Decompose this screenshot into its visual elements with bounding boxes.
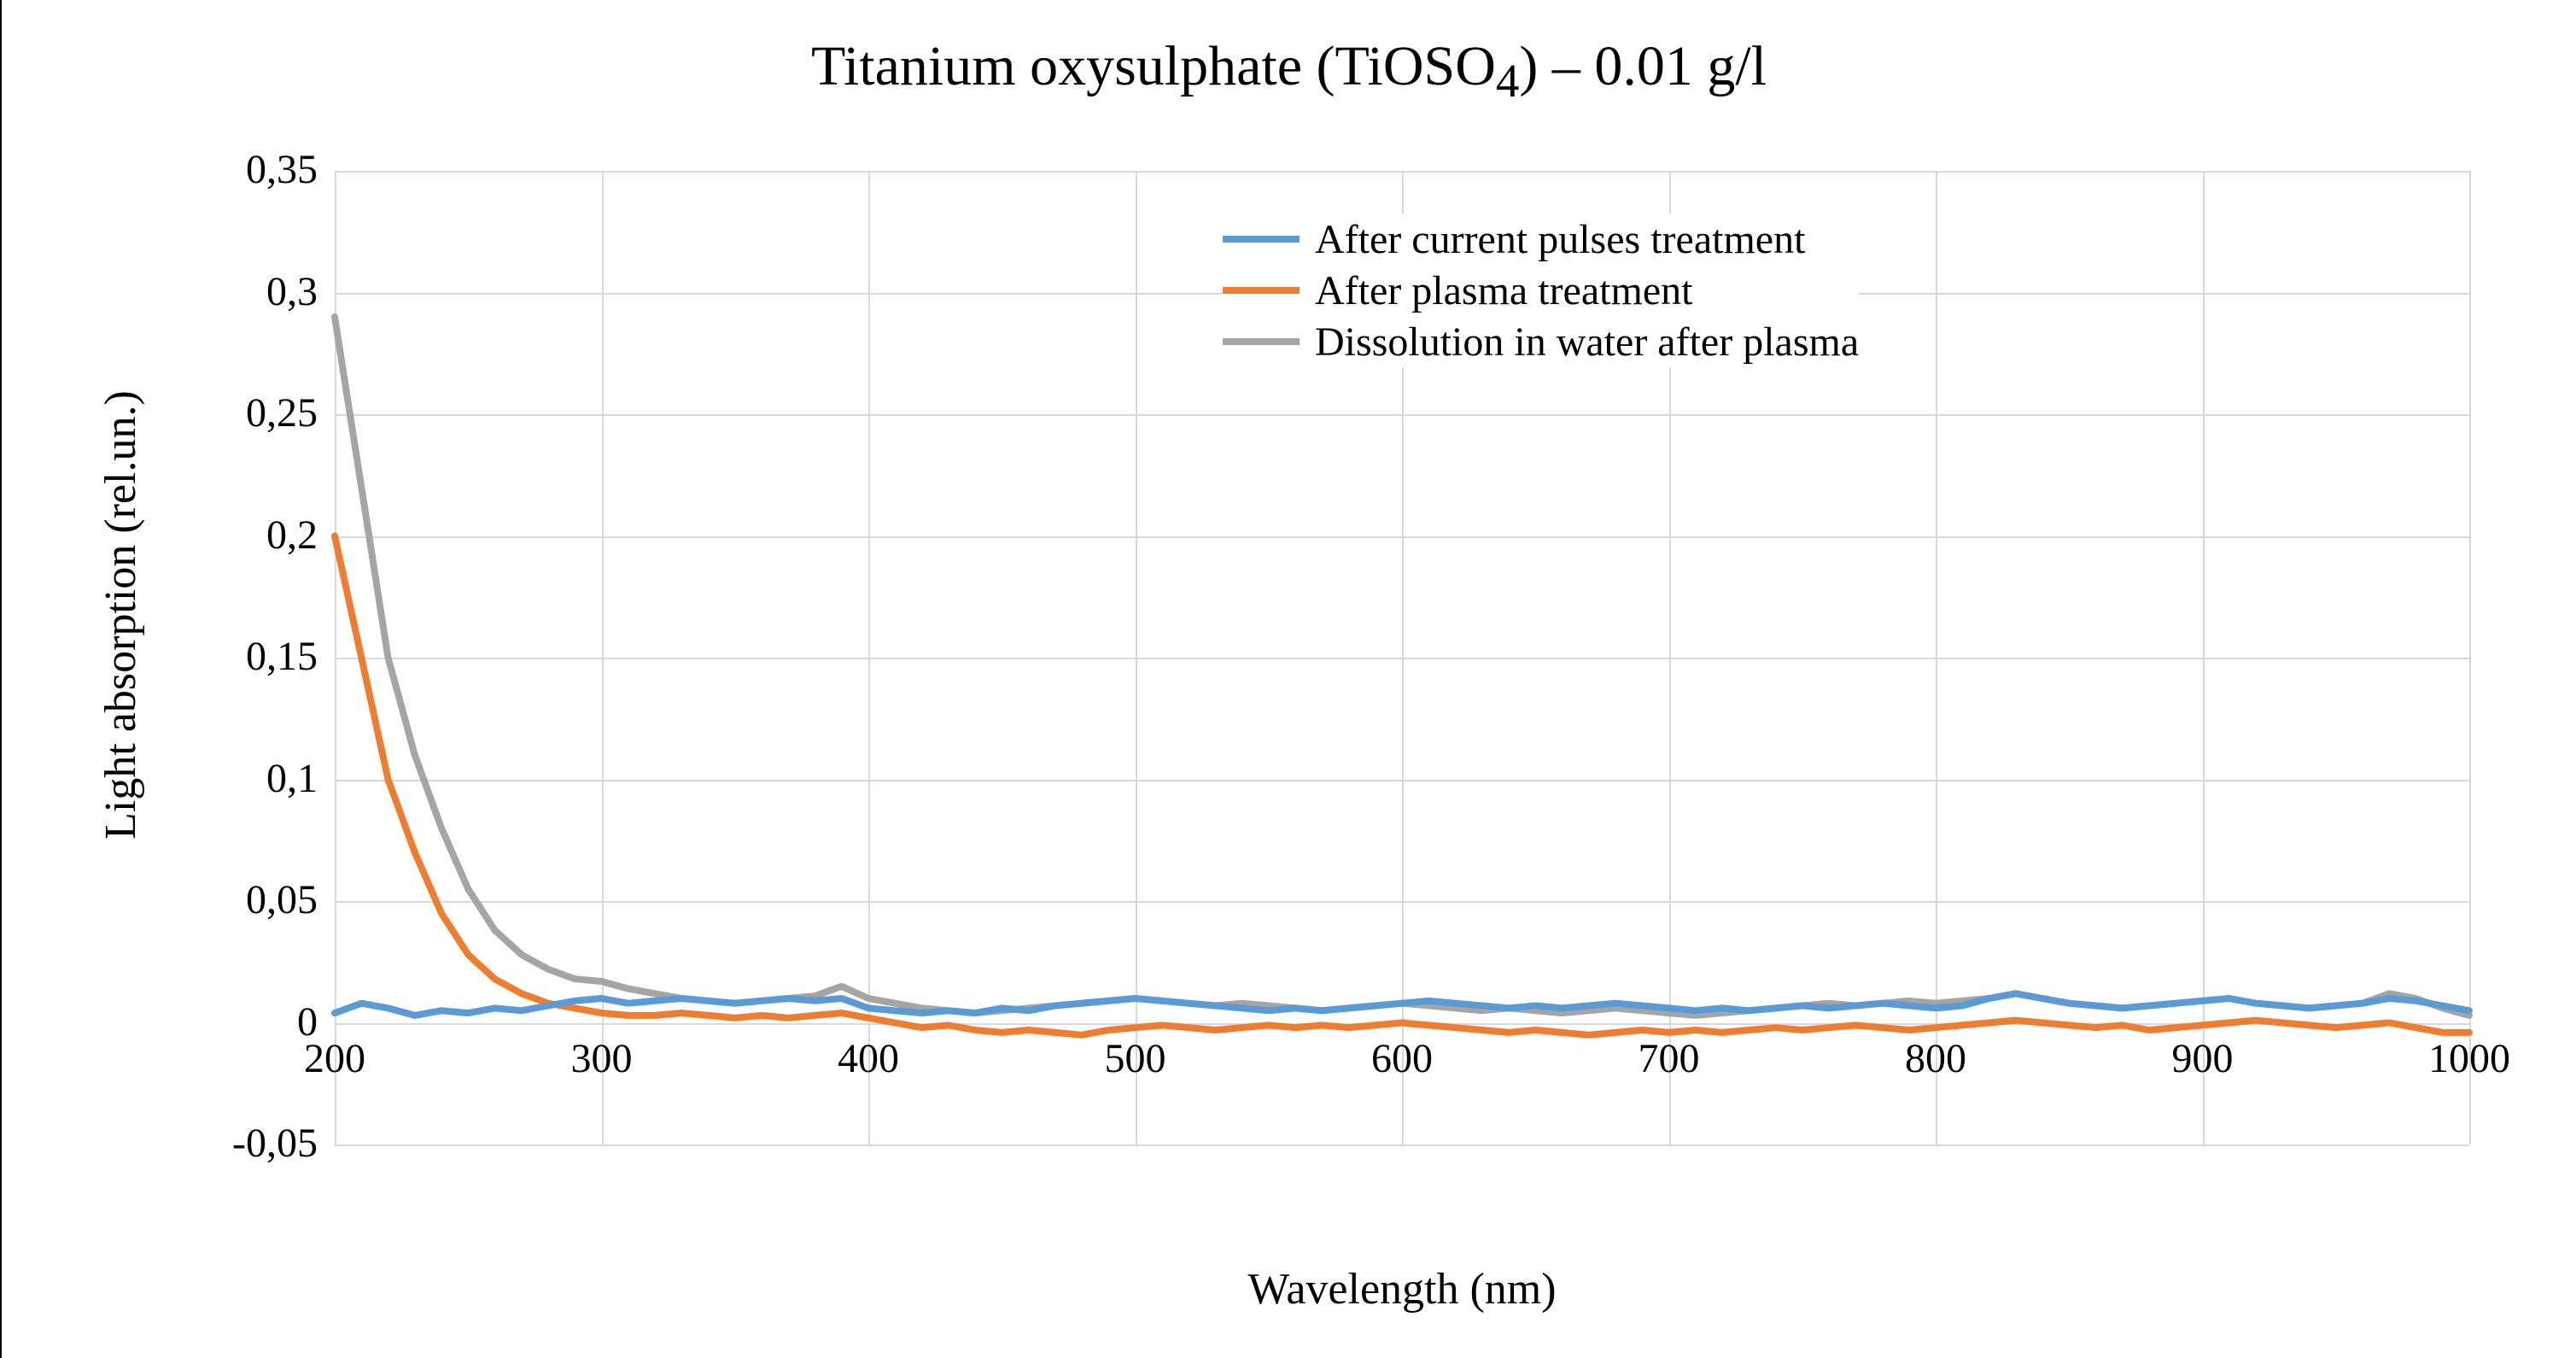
y-tick-label: -0,05 — [172, 1120, 318, 1167]
legend-label: After current pulses treatment — [1315, 216, 1805, 263]
x-tick-label: 900 — [2152, 1035, 2254, 1082]
x-tick-label: 300 — [551, 1035, 653, 1082]
gridline-horizontal — [335, 1144, 2469, 1146]
legend-swatch — [1223, 287, 1300, 294]
y-tick-label: 0,05 — [172, 876, 318, 923]
y-tick-label: 0,35 — [172, 146, 318, 193]
x-tick-label: 200 — [283, 1035, 386, 1082]
x-tick-label: 1000 — [2418, 1035, 2521, 1082]
series-line — [335, 536, 2469, 1035]
legend-item: After current pulses treatment — [1223, 214, 1859, 265]
x-tick-label: 600 — [1351, 1035, 1453, 1082]
y-tick-label: 0,3 — [172, 268, 318, 315]
legend-label: After plasma treatment — [1315, 267, 1692, 314]
gridline-vertical — [2469, 171, 2471, 1144]
y-tick-label: 0,15 — [172, 633, 318, 680]
y-tick-label: 0,2 — [172, 512, 318, 559]
legend-swatch — [1223, 338, 1300, 345]
y-tick-label: 0,1 — [172, 755, 318, 802]
x-tick-label: 500 — [1084, 1035, 1187, 1082]
x-tick-label: 400 — [817, 1035, 920, 1082]
y-tick-label: 0,25 — [172, 389, 318, 436]
chart-container: Titanium oxysulphate (TiOSO4) – 0.01 g/l… — [0, 0, 2576, 1358]
series-line — [335, 317, 2469, 1016]
legend: After current pulses treatmentAfter plas… — [1223, 214, 1859, 367]
x-tick-label: 800 — [1884, 1035, 1987, 1082]
x-axis-label: Wavelength (nm) — [335, 1264, 2469, 1314]
legend-swatch — [1223, 236, 1300, 243]
chart-title: Titanium oxysulphate (TiOSO4) – 0.01 g/l — [2, 34, 2576, 108]
legend-item: Dissolution in water after plasma — [1223, 316, 1859, 367]
y-axis-label: Light absorption (rel.un.) — [96, 273, 146, 957]
legend-item: After plasma treatment — [1223, 265, 1859, 316]
legend-label: Dissolution in water after plasma — [1315, 319, 1859, 366]
x-tick-label: 700 — [1618, 1035, 1720, 1082]
